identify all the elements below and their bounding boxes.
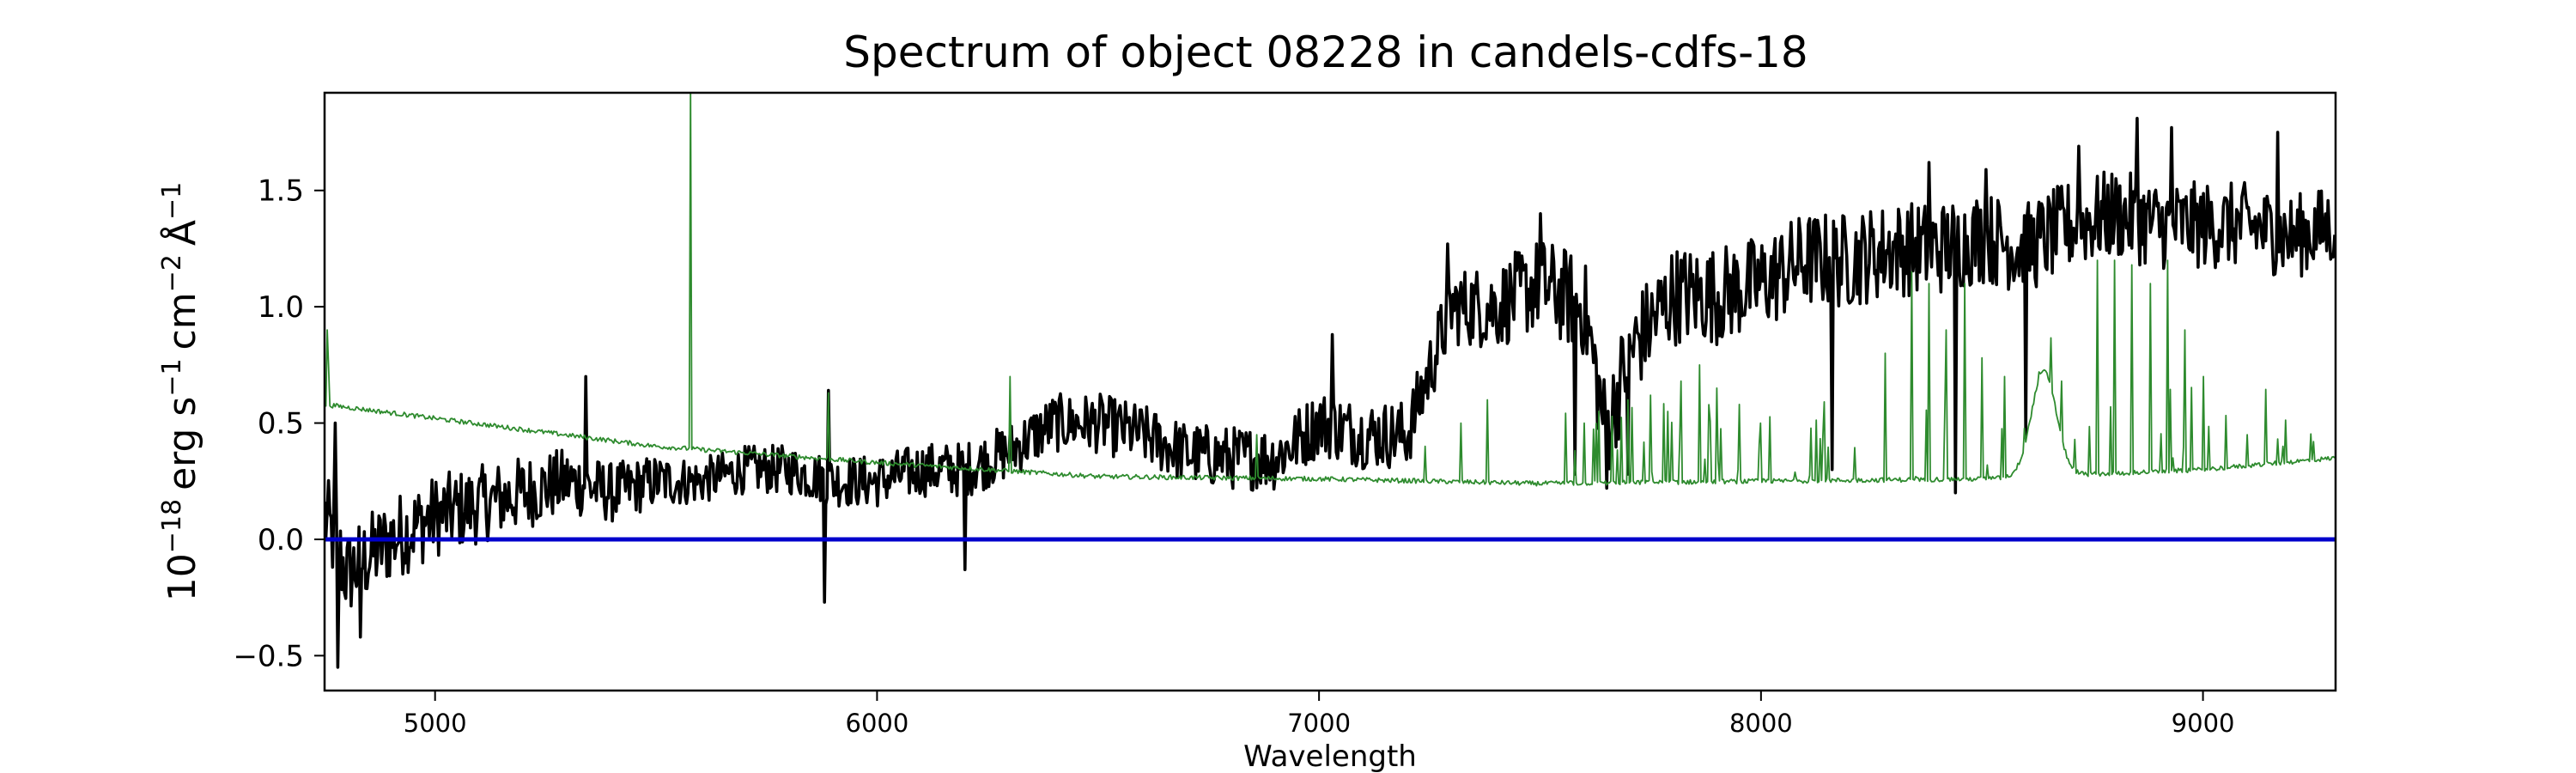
plot-area [323, 91, 2337, 692]
x-tick-label: 6000 [846, 709, 909, 738]
y-axis-label-unit2-exp: −2 [157, 254, 187, 292]
chart-title: Spectrum of object 08228 in candels-cdfs… [843, 27, 1808, 77]
y-axis-label-unit3-exp: −1 [157, 182, 187, 220]
y-tick-label: 1.0 [258, 290, 304, 325]
y-axis-label-unit1-exp: −1 [157, 358, 187, 396]
x-tick-label: 8000 [1729, 709, 1793, 738]
error-series-line [325, 93, 2336, 487]
y-axis-label-unit2: cm [161, 292, 204, 350]
x-axis: 5000 6000 7000 8000 9000 [404, 691, 2235, 738]
flux-series-line [325, 117, 2336, 669]
y-axis: −0.5 0.0 0.5 1.0 1.5 [233, 174, 325, 673]
y-axis-label: 10−18erg s−1cm−2Å−1 [157, 182, 205, 601]
y-axis-label-base: 10 [161, 553, 204, 601]
y-tick-label: 1.5 [258, 174, 304, 209]
x-tick-label: 5000 [404, 709, 467, 738]
x-tick-label: 9000 [2172, 709, 2235, 738]
x-tick-label: 7000 [1287, 709, 1351, 738]
y-axis-label-base-exp: −18 [157, 499, 187, 553]
y-tick-label: 0.5 [258, 407, 304, 441]
y-axis-label-unit1: erg s [161, 397, 204, 490]
plot-frame [323, 91, 2337, 692]
x-axis-label: Wavelength [1243, 740, 1417, 773]
y-tick-label: 0.0 [258, 523, 304, 557]
y-axis-label-unit3: Å [159, 220, 204, 246]
y-tick-label: −0.5 [233, 639, 304, 673]
